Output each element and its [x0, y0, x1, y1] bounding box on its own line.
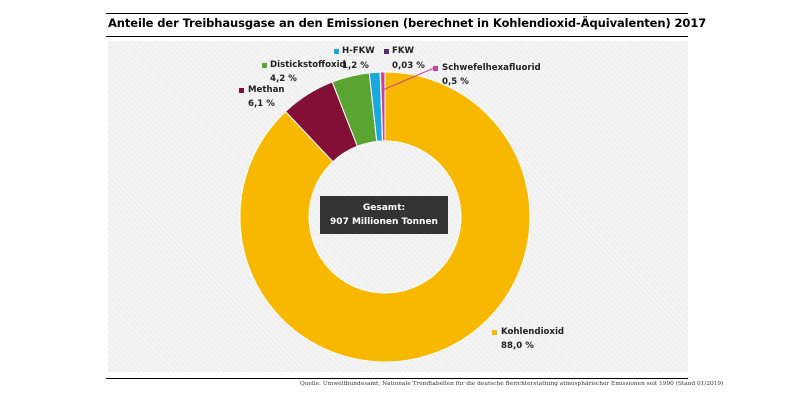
slice-value-distickstoffoxid: 4,2 %	[270, 74, 297, 84]
bottom-rule	[106, 378, 688, 379]
legend-swatch-distickstoffoxid	[262, 63, 267, 68]
total-box: Gesamt: 907 Millionen Tonnen	[320, 196, 448, 234]
legend-swatch-kohlendioxid	[492, 330, 497, 335]
slice-label-distickstoffoxid: Distickstoffoxid	[270, 60, 346, 70]
slice-label-schwefelhexafluorid: Schwefelhexafluorid	[442, 63, 541, 73]
slice-value-h-fkw: 1,2 %	[342, 61, 369, 71]
slice-value-fkw: 0,03 %	[392, 61, 425, 71]
slice-value-schwefelhexafluorid: 0,5 %	[442, 77, 469, 87]
legend-swatch-schwefelhexafluorid	[433, 66, 438, 71]
slice-value-methan: 6,1 %	[248, 99, 275, 109]
slice-kohlendioxid	[239, 71, 531, 363]
slice-label-methan: Methan	[248, 85, 285, 95]
leader-line-schwefelhexafluorid	[382, 68, 434, 91]
top-rule	[106, 13, 688, 14]
total-value: 907 Millionen Tonnen	[330, 217, 438, 227]
chart-title: Anteile der Treibhausgase an den Emissio…	[108, 16, 707, 30]
slice-label-fkw: FKW	[392, 46, 415, 56]
title-rule	[106, 36, 688, 37]
total-label: Gesamt:	[362, 203, 406, 213]
legend-swatch-h-fkw	[334, 49, 339, 54]
source-note: Quelle: Umweltbundesamt, Nationale Trend…	[300, 381, 724, 387]
slice-label-h-fkw: H-FKW	[342, 46, 375, 56]
legend-swatch-methan	[239, 88, 244, 93]
slice-label-kohlendioxid: Kohlendioxid	[501, 327, 564, 337]
legend-swatch-fkw	[384, 49, 389, 54]
slice-value-kohlendioxid: 88,0 %	[501, 341, 534, 351]
